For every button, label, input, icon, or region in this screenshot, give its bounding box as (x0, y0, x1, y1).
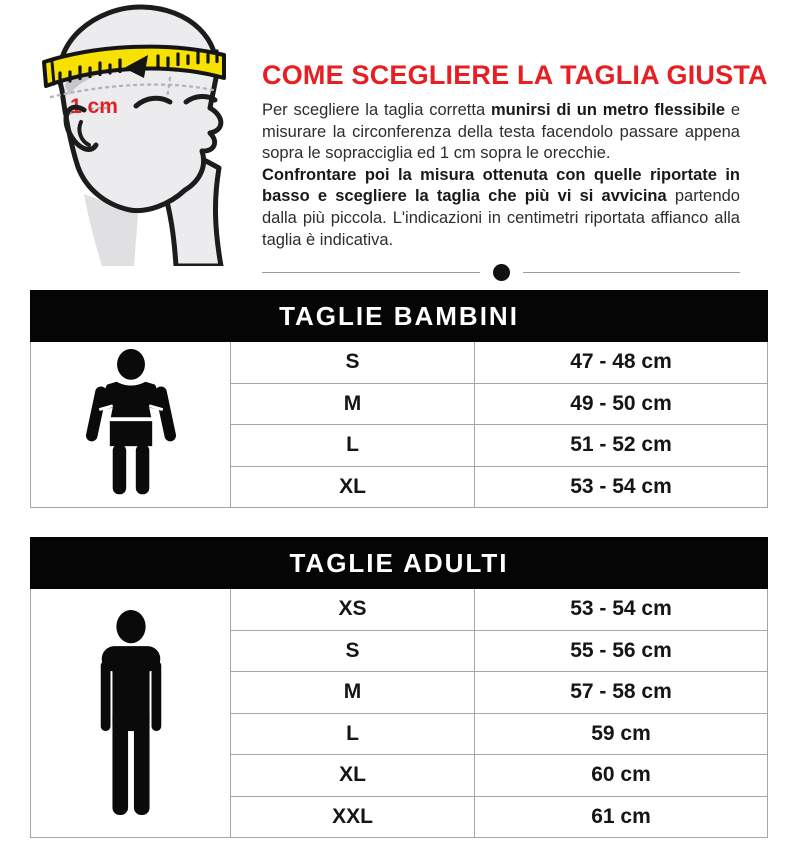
size-range-cell: 53 - 54 cm (570, 474, 672, 498)
size-range-cell: 60 cm (591, 763, 651, 787)
divider-line-right (522, 272, 740, 274)
eyebrow-left (133, 95, 173, 109)
adult-silhouette-icon (100, 609, 161, 815)
table-title-adulti: TAGLIE ADULTI (30, 537, 768, 589)
adult-icon-cell (31, 589, 231, 837)
size-range-cell: 49 - 50 cm (570, 391, 672, 415)
head-with-measuring-tape-icon: 1 cm (42, 4, 226, 269)
page-title: COME SCEGLIERE LA TAGLIA GIUSTA (262, 60, 768, 90)
size-cell: XL (231, 466, 475, 507)
section-divider (262, 264, 740, 282)
size-cell: M (231, 672, 475, 713)
child-icon-cell (31, 342, 231, 507)
size-row: M 57 - 58 cm (231, 671, 767, 713)
size-range-cell: 57 - 58 cm (570, 680, 672, 704)
size-range-cell: 61 cm (591, 804, 651, 828)
ear (63, 104, 99, 152)
size-table-bambini: TAGLIE BAMBINI (30, 290, 768, 508)
size-cell: S (231, 342, 475, 383)
size-row: S 55 - 56 cm (231, 629, 767, 671)
divider-dot (492, 264, 510, 282)
size-range-cell: 53 - 54 cm (570, 597, 672, 621)
size-cell: L (231, 713, 475, 754)
size-row: L 59 cm (231, 712, 767, 754)
size-row: XL 60 cm (231, 754, 767, 796)
size-cell: S (231, 630, 475, 671)
size-row: L 51 - 52 cm (231, 424, 767, 466)
size-cell: XXL (231, 796, 475, 837)
size-row: XL 53 - 54 cm (231, 465, 767, 507)
intro-section: COME SCEGLIERE LA TAGLIA GIUSTA Per sceg… (262, 58, 768, 282)
divider-line-left (262, 272, 480, 274)
head-measurement-illustration: 1 cm (20, 0, 256, 269)
size-row: M 49 - 50 cm (231, 382, 767, 424)
size-row: XXL 61 cm (231, 795, 767, 837)
size-range-cell: 59 cm (591, 721, 651, 745)
child-silhouette-icon (85, 348, 176, 494)
size-range-cell: 47 - 48 cm (570, 350, 672, 374)
size-range-cell: 55 - 56 cm (570, 638, 672, 662)
tape-1cm-label: 1 cm (70, 95, 118, 118)
size-table-adulti: TAGLIE ADULTI (30, 537, 768, 838)
eyebrow-right (183, 94, 218, 105)
size-cell: XS (231, 589, 475, 630)
intro-paragraph: Per scegliere la taglia corretta munirsi… (262, 101, 740, 249)
size-range-cell: 51 - 52 cm (570, 433, 672, 457)
table-title-bambini: TAGLIE BAMBINI (30, 290, 768, 342)
size-row: S 47 - 48 cm (231, 342, 767, 383)
size-cell: L (231, 425, 475, 466)
size-cell: M (231, 383, 475, 424)
size-cell: XL (231, 755, 475, 796)
size-row: XS 53 - 54 cm (231, 589, 767, 630)
